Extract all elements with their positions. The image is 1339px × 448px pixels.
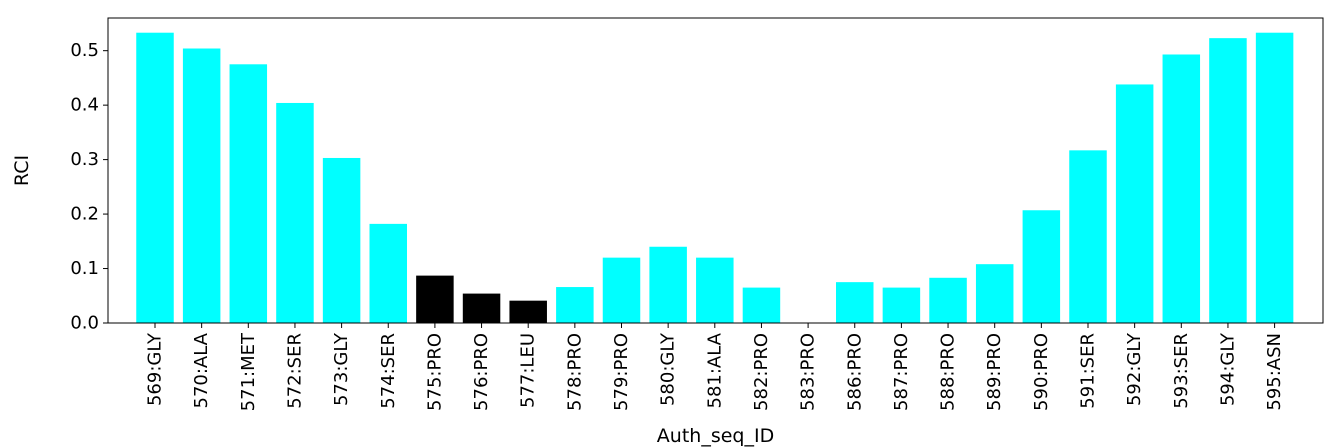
y-tick-label: 0.4 [70,95,99,116]
x-tick-label: 589:PRO [984,333,1005,411]
x-tick-label: 586:PRO [844,333,865,411]
x-tick-label: 575:PRO [424,333,445,411]
bar [1022,210,1061,323]
y-tick-label: 0.5 [70,40,99,61]
bar [136,32,174,324]
bar [182,48,221,323]
x-tick-label: 579:PRO [611,333,632,411]
y-axis-ticks: 0.0 0.1 0.2 0.3 0.4 0.5 [70,40,108,334]
bar [836,282,874,323]
x-tick-label: 583:PRO [798,333,819,411]
bar [276,102,314,323]
x-tick-label: 572:SER [284,333,305,409]
x-tick-label: 587:PRO [891,333,912,411]
bar [1115,84,1154,323]
x-tick-label: 576:PRO [471,333,492,411]
y-tick-label: 0.3 [70,149,99,170]
plot-frame [107,17,1324,324]
bar [602,257,641,323]
x-axis-ticks: 569:GLY 570:ALA 571:MET 572:SER 573:GLY 574:S… [145,323,1285,411]
x-tick-label: 573:GLY [331,332,352,406]
y-axis-label: RCI [11,155,33,186]
bar [975,264,1014,323]
bar [1069,150,1107,323]
bar [369,223,407,323]
bar [1255,32,1294,324]
x-tick-label: 595:ASN [1264,333,1285,411]
x-tick-label: 581:ALA [704,332,725,408]
bar [1162,54,1201,324]
x-tick-label: 578:PRO [564,333,585,411]
bar [649,246,687,323]
bar [556,287,594,323]
x-tick-label: 574:SER [378,333,399,409]
x-tick-label: 571:MET [238,332,259,411]
bar [929,277,967,323]
y-tick-label: 0.1 [70,258,99,279]
x-tick-label: 593:SER [1171,333,1192,409]
bar [1209,38,1247,323]
bar [416,275,454,323]
x-tick-label: 594:GLY [1217,332,1238,406]
y-tick-label: 0.2 [70,204,99,225]
x-axis-label: Auth_seq_ID [657,425,774,447]
y-tick-label: 0.0 [70,313,99,334]
bar [322,157,361,323]
x-tick-label: 580:GLY [658,332,679,406]
x-tick-label: 588:PRO [938,333,959,411]
bar [696,257,734,323]
bar [229,64,268,323]
bar [742,287,781,323]
x-tick-label: 590:PRO [1031,333,1052,411]
x-tick-label: 570:ALA [191,332,212,408]
bar [462,293,501,323]
bar [509,300,547,323]
bar [882,287,921,323]
x-tick-label: 591:SER [1078,333,1099,409]
bars-group [136,32,1294,324]
x-tick-label: 592:GLY [1124,332,1145,406]
x-tick-label: 569:GLY [145,332,166,406]
x-tick-label: 577:LEU [518,333,539,408]
x-tick-label: 582:PRO [751,333,772,411]
